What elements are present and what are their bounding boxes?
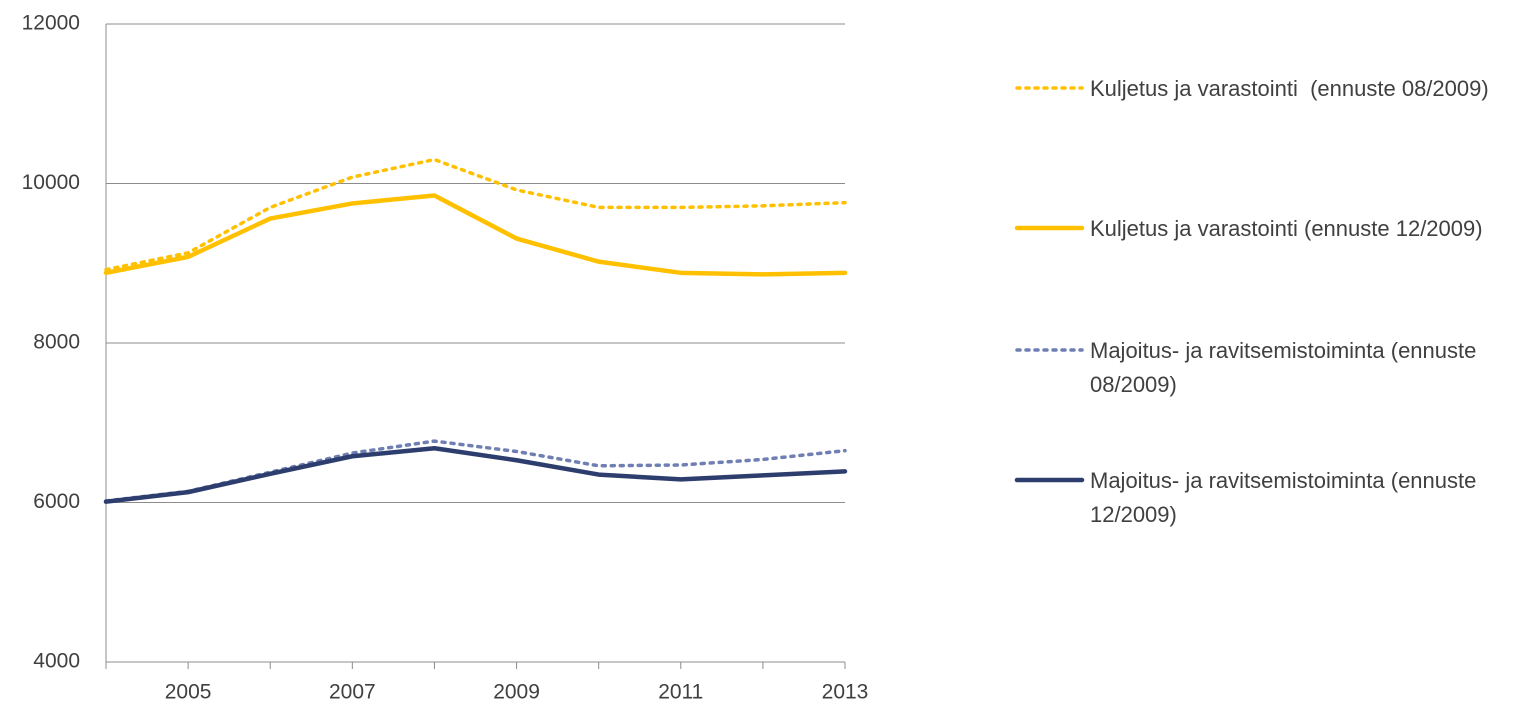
x-tick-label: 2011	[658, 681, 703, 704]
x-tick-label: 2007	[329, 681, 376, 704]
series-line	[104, 439, 847, 503]
legend-label: Kuljetus ja varastointi (ennuste 12/2009…	[1090, 216, 1483, 241]
series-line	[103, 193, 848, 277]
y-tick-label: 6000	[33, 490, 80, 513]
x-tick-label: 2005	[165, 681, 212, 704]
x-tick-label: 2009	[493, 681, 540, 704]
legend-label: Majoitus- ja ravitsemistoiminta (ennuste…	[1090, 338, 1483, 397]
legend-label: Kuljetus ja varastointi (ennuste 08/2009…	[1090, 76, 1489, 101]
y-tick-label: 12000	[22, 12, 80, 35]
y-tick-label: 8000	[33, 331, 80, 354]
y-tick-label: 4000	[33, 650, 80, 673]
series-line	[103, 446, 848, 504]
x-tick-label: 2013	[822, 681, 869, 704]
series-line	[104, 157, 847, 272]
y-tick-label: 10000	[22, 171, 80, 194]
legend-label: Majoitus- ja ravitsemistoiminta (ennuste…	[1090, 468, 1483, 527]
